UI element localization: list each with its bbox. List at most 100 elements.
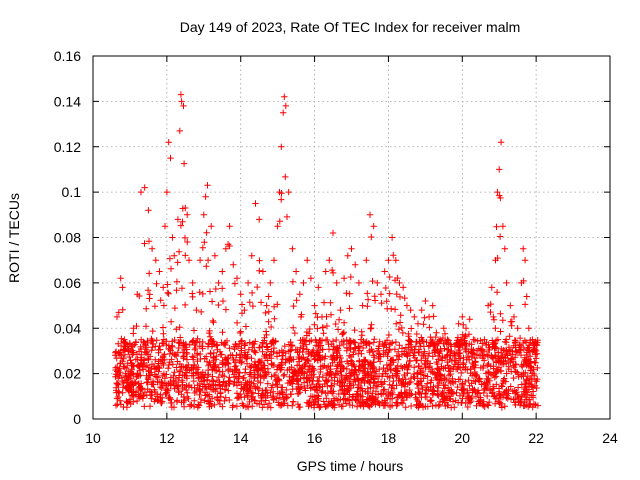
data-point (238, 385, 245, 392)
data-point (206, 359, 213, 366)
data-point (245, 346, 252, 353)
data-point (151, 388, 159, 396)
data-point (182, 204, 189, 212)
data-point (291, 329, 298, 337)
data-point (197, 387, 204, 395)
data-point (346, 344, 354, 351)
data-point (348, 396, 356, 404)
data-point (207, 398, 214, 405)
data-point (289, 278, 297, 285)
data-point (319, 387, 326, 395)
data-point (120, 346, 128, 353)
data-point (364, 296, 372, 303)
data-point (326, 257, 333, 264)
data-point (226, 223, 233, 230)
data-point (489, 343, 496, 350)
data-point (396, 353, 403, 360)
data-point (232, 362, 240, 370)
data-point (474, 387, 482, 394)
data-point (459, 380, 466, 387)
data-point (482, 382, 489, 390)
data-point (498, 345, 505, 353)
data-point (362, 388, 369, 395)
data-point (399, 400, 406, 407)
data-point (527, 400, 534, 407)
data-point (381, 386, 388, 393)
data-point (176, 374, 183, 381)
data-point (398, 351, 406, 359)
data-point (397, 312, 404, 319)
data-point (471, 354, 479, 362)
data-point (340, 319, 348, 326)
data-point (175, 339, 182, 346)
data-point (256, 257, 263, 264)
data-point (386, 362, 393, 369)
data-point (379, 370, 387, 377)
data-point (199, 290, 206, 298)
data-point (390, 252, 397, 259)
data-point (223, 337, 231, 345)
data-point (146, 403, 154, 410)
data-point (204, 182, 211, 189)
data-point (459, 331, 466, 338)
data-point (137, 188, 145, 196)
data-point (484, 353, 492, 360)
data-point (327, 368, 334, 376)
data-point (346, 352, 353, 359)
data-point (444, 352, 451, 359)
data-point (113, 355, 120, 362)
data-point (296, 291, 303, 298)
data-point (286, 373, 293, 381)
data-point (144, 386, 151, 393)
data-point (248, 289, 256, 297)
data-point (347, 357, 355, 364)
data-point (404, 352, 411, 359)
data-point (247, 373, 255, 380)
data-point (314, 342, 322, 350)
data-point (514, 384, 522, 391)
data-point (405, 341, 412, 348)
y-axis-title: ROTI / TECUs (6, 193, 22, 283)
data-point (431, 341, 438, 349)
data-point (456, 350, 463, 357)
data-point (465, 331, 473, 338)
data-point (493, 223, 500, 230)
data-point (154, 364, 161, 371)
data-point (208, 223, 215, 230)
data-point (251, 348, 258, 355)
data-point (391, 306, 399, 313)
data-point (216, 400, 224, 408)
data-point (443, 397, 451, 404)
data-point (466, 316, 473, 323)
data-point (470, 363, 477, 370)
data-point (203, 353, 210, 360)
data-point (225, 387, 232, 394)
data-point (407, 402, 415, 410)
data-point (259, 268, 267, 275)
data-point (206, 403, 213, 410)
data-point (283, 395, 290, 402)
data-point (366, 395, 374, 402)
data-point (362, 374, 369, 381)
data-point (358, 332, 366, 339)
data-point (209, 317, 217, 325)
data-point (182, 252, 189, 259)
data-point (502, 378, 509, 385)
data-point (492, 353, 500, 360)
data-point (367, 325, 374, 332)
data-point (357, 402, 364, 409)
data-point (152, 356, 159, 363)
data-point (143, 379, 151, 386)
data-point (150, 381, 157, 388)
data-point (148, 245, 156, 252)
data-point (118, 335, 125, 342)
data-point (383, 361, 390, 369)
data-point (318, 313, 326, 321)
data-point (366, 359, 374, 366)
data-point (173, 278, 181, 285)
data-point (471, 364, 478, 371)
data-point (229, 368, 236, 375)
data-point (128, 343, 135, 351)
data-point (169, 234, 176, 241)
data-point (287, 353, 294, 361)
